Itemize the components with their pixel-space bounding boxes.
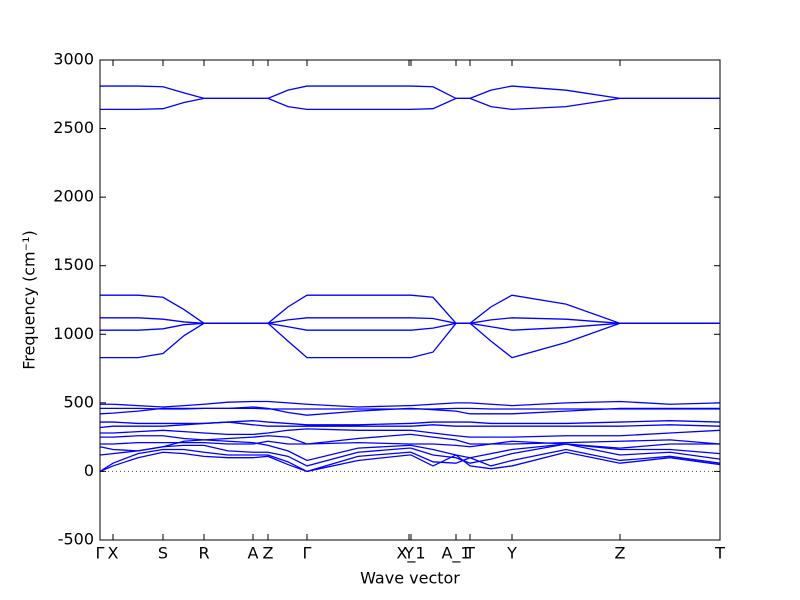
y-tick-label: 1500 (53, 255, 94, 274)
band-line (99, 439, 721, 462)
band-line (99, 443, 721, 467)
band-line (99, 421, 721, 429)
y-tick-label: 2000 (53, 187, 94, 206)
x-tick-label: A_1 (441, 544, 470, 564)
band-line (99, 451, 721, 473)
x-tick-label: T (714, 544, 725, 563)
x-tick-label: Z (263, 544, 274, 563)
y-tick-label: 1000 (53, 324, 94, 343)
x-tick-label: X_1 (396, 544, 425, 564)
y-axis-label: Frequency (cm⁻¹) (20, 230, 39, 369)
x-tick-label: R (198, 544, 209, 563)
y-tick-label: 0 (84, 461, 94, 480)
x-tick-label: Y (506, 544, 517, 563)
band-line (100, 322, 720, 359)
x-axis-label: Wave vector (360, 569, 460, 588)
y-tick-label: -500 (58, 530, 94, 549)
band-line (100, 428, 721, 438)
x-tick-label: S (158, 544, 168, 563)
plot-frame (99, 59, 721, 541)
x-tick-label: Z (615, 544, 626, 563)
x-tick-label: Y (403, 544, 414, 563)
y-tick-label: 2500 (53, 118, 94, 137)
band-line (100, 322, 720, 331)
x-tick-label: A (248, 544, 259, 563)
band-line (100, 85, 720, 100)
band-line (99, 448, 721, 473)
y-tick-label: 3000 (53, 50, 94, 69)
band-line (100, 407, 720, 410)
band-line (100, 420, 721, 426)
band-line (100, 317, 720, 324)
x-tick-label: Γ (303, 544, 312, 563)
y-tick-label: 500 (63, 392, 94, 411)
band-line (100, 97, 720, 111)
x-tick-label: X (108, 544, 119, 563)
x-tick-label: Γ (96, 544, 105, 563)
band-line (99, 406, 720, 416)
band-line (100, 400, 721, 408)
band-line (100, 294, 720, 324)
band-line (100, 433, 721, 445)
x-tick-label: T (464, 544, 475, 563)
